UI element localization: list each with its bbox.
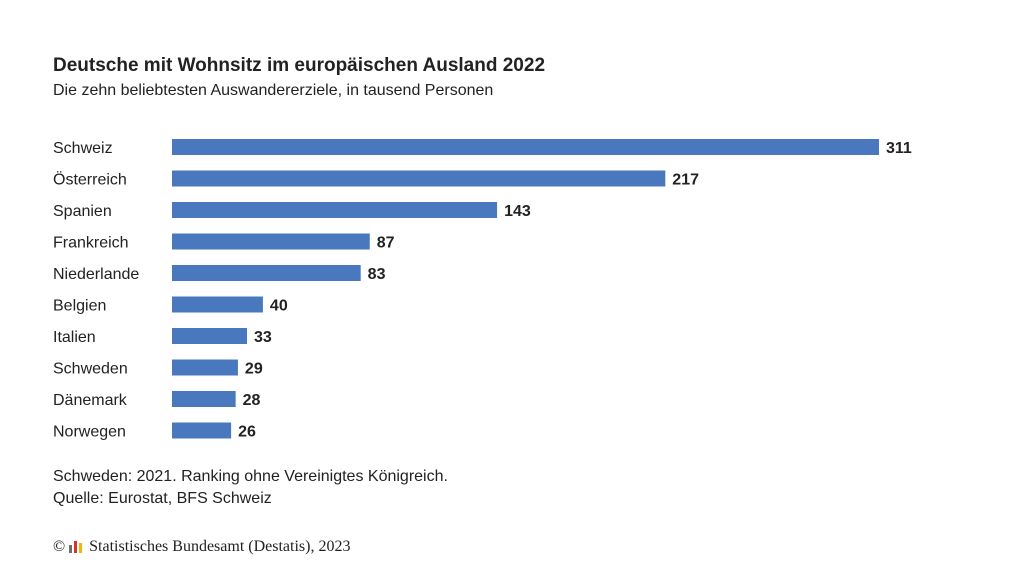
category-label: Spanien [53, 203, 112, 220]
bar [172, 359, 238, 376]
data-label: 28 [243, 392, 261, 409]
bar [172, 139, 879, 155]
bar-chart: Schweiz 311 Österreich 217 Spanien 143 Frankre… [53, 139, 912, 441]
data-label: 311 [886, 140, 912, 157]
copyright-text: Statistisches Bundesamt (Destatis), 2023 [89, 538, 351, 555]
chart-title: Deutsche mit Wohnsitz im europäischen Au… [53, 55, 546, 76]
chart-subtitle: Die zehn beliebtesten Auswandererziele, … [53, 82, 494, 99]
data-label: 87 [377, 235, 395, 252]
data-label: 217 [672, 172, 699, 189]
category-label: Schweden [53, 361, 128, 378]
data-label: 143 [504, 203, 531, 220]
copyright-line: © Statistisches Bundesamt (Destatis), 20… [53, 538, 350, 556]
category-label: Belgien [53, 298, 106, 315]
footnote: Schweden: 2021. Ranking ohne Vereinigtes… [53, 468, 448, 485]
category-label: Niederlande [53, 266, 139, 283]
copyright-symbol: © [53, 538, 66, 555]
bar [172, 202, 498, 218]
bar [172, 328, 248, 344]
data-label: 83 [368, 266, 386, 283]
destatis-logo-icon [69, 541, 83, 553]
category-label: Norwegen [53, 424, 126, 441]
category-label: Österreich [53, 171, 127, 189]
data-label: 26 [238, 424, 256, 441]
category-label: Schweiz [53, 140, 113, 157]
bar [172, 391, 236, 407]
bar [172, 296, 263, 313]
bar [172, 422, 232, 439]
data-label: 29 [245, 361, 263, 378]
category-label: Italien [53, 329, 96, 346]
source-note: Quelle: Eurostat, BFS Schweiz [53, 490, 272, 507]
data-label: 33 [254, 329, 272, 346]
category-label: Dänemark [53, 392, 128, 409]
bar [172, 233, 370, 250]
bar [172, 170, 666, 187]
bar [172, 265, 361, 281]
category-label: Frankreich [53, 235, 129, 252]
data-label: 40 [270, 298, 288, 315]
